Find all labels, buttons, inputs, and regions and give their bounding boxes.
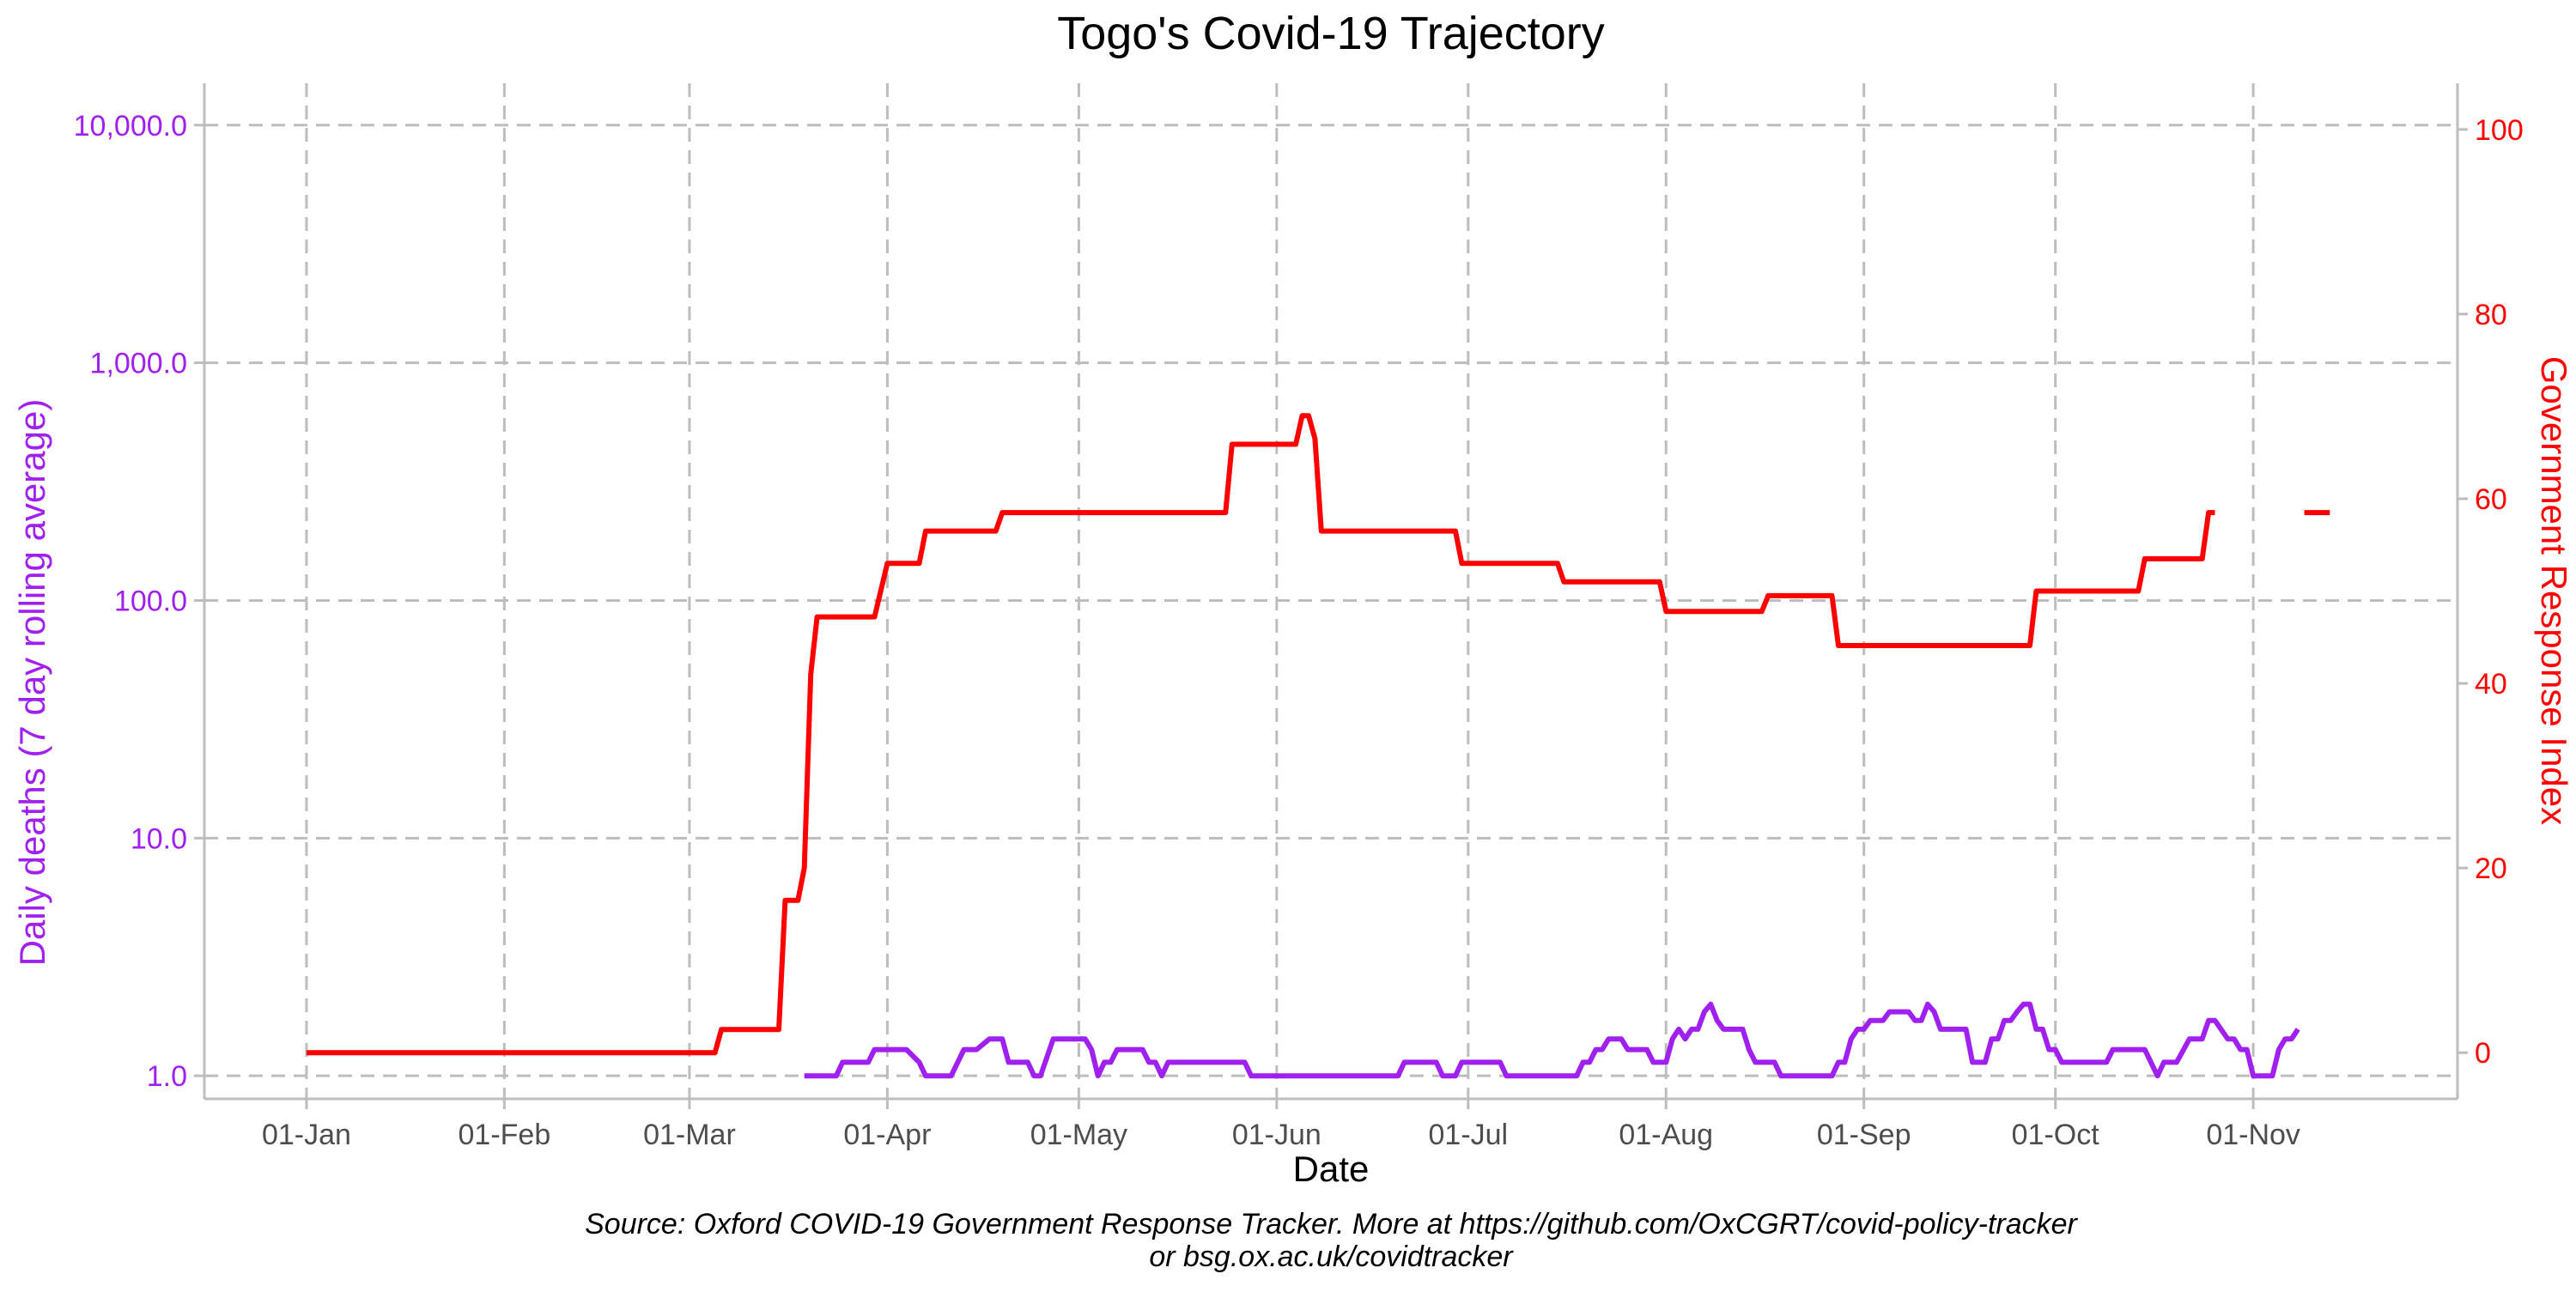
x-tick-label: 01-Apr [843, 1119, 931, 1151]
x-tick-label: 01-Jun [1232, 1119, 1321, 1151]
y-left-tick-label: 1,000.0 [90, 348, 187, 380]
series-layer [306, 413, 2330, 1079]
x-tick-label: 01-Mar [643, 1119, 736, 1151]
y-left-tick-label: 10.0 [131, 822, 187, 855]
x-tick-label: 01-May [1030, 1119, 1127, 1151]
y-axis-left-title: Daily deaths (7 day rolling average) [12, 399, 52, 967]
y-right-tick-label: 100 [2475, 114, 2524, 147]
x-tick-label: 01-Jan [262, 1119, 351, 1151]
y-axis-right-title: Government Response Index [2534, 356, 2574, 825]
labels-layer: 1.0 10.0 100.0 1,000.0 10,000.0 0 20 40 60 80 100 0… [74, 110, 2524, 1151]
y-right-tick-label: 20 [2475, 852, 2507, 885]
y-left-tick-label: 100.0 [114, 585, 187, 617]
x-tick-label: 01-Aug [1619, 1119, 1713, 1151]
daily-deaths-line [804, 1001, 2300, 1079]
axes-layer [194, 83, 2468, 1109]
grid-layer [204, 83, 2458, 1099]
y-right-tick-label: 80 [2475, 299, 2507, 331]
x-tick-label: 01-Feb [459, 1119, 551, 1151]
x-axis-title: Date [1293, 1149, 1370, 1189]
chart-title: Togo's Covid-19 Trajectory [1057, 8, 1605, 59]
x-tick-label: 01-Sep [1817, 1119, 1911, 1151]
x-tick-label: 01-Nov [2206, 1119, 2300, 1151]
x-tick-label: 01-Oct [2012, 1119, 2100, 1151]
source-caption-line-1: Source: Oxford COVID-19 Government Respo… [585, 1208, 2078, 1240]
y-left-tick-label: 1.0 [147, 1060, 187, 1093]
y-left-tick-label: 10,000.0 [74, 110, 187, 143]
y-right-tick-label: 0 [2475, 1037, 2491, 1070]
government-response-line [306, 413, 2215, 1056]
y-right-tick-label: 40 [2475, 668, 2507, 701]
source-caption-line-2: or bsg.ox.ac.uk/covidtracker [1149, 1240, 1514, 1273]
y-right-tick-label: 60 [2475, 483, 2507, 516]
x-tick-label: 01-Jul [1429, 1119, 1509, 1151]
